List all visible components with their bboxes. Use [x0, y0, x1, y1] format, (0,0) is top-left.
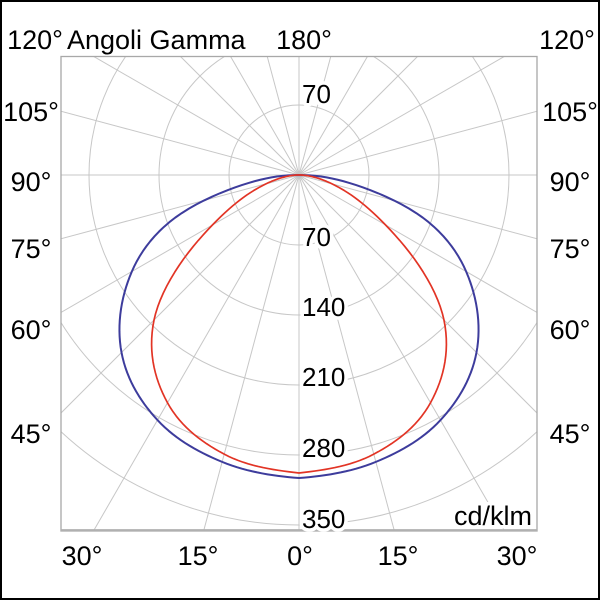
intensity-curves	[118, 174, 480, 479]
gamma-label-15-bottom-left: 15°	[178, 541, 219, 571]
grid-ray	[230, 56, 300, 176]
grid-ray	[61, 174, 300, 313]
grid-ray	[61, 110, 300, 176]
gamma-label-30-bottom-left: 30°	[62, 541, 103, 571]
gamma-label-15-bottom-right: 15°	[378, 541, 419, 571]
gamma-label-45-left: 45°	[11, 419, 52, 449]
grid-ring	[158, 56, 440, 316]
grid-ray	[266, 56, 300, 176]
gamma-label-120-top-left: 120°	[7, 25, 63, 55]
grid-ring	[61, 430, 537, 526]
curve-red	[150, 174, 448, 474]
ring-label-70-bottom: 70	[302, 222, 331, 252]
grid-ray	[298, 56, 368, 176]
gamma-label-75-right: 75°	[550, 234, 591, 264]
grid-ring	[228, 104, 370, 246]
gamma-label-90-left: 90°	[11, 167, 52, 197]
chart-title: Angoli Gamma	[67, 25, 247, 55]
gamma-label-60-right: 60°	[550, 315, 591, 345]
gamma-label-0-bottom: 0°	[287, 541, 313, 571]
gamma-label-75-left: 75°	[11, 234, 52, 264]
grid-ray	[298, 56, 506, 176]
grid-ray	[92, 56, 300, 176]
ring-label-280: 280	[302, 433, 345, 463]
gamma-label-30-bottom-right: 30°	[497, 541, 538, 571]
gamma-label-180-top: 180°	[276, 25, 332, 55]
grid-ring	[88, 56, 510, 386]
grid-ring	[61, 321, 537, 456]
gamma-label-105-right: 105°	[542, 97, 598, 127]
grid-ray	[298, 110, 537, 176]
grid-ray	[298, 56, 419, 176]
ring-label-70-top: 70	[302, 79, 331, 109]
unit-label: cd/klm	[454, 501, 532, 531]
gamma-label-120-top-right: 120°	[539, 25, 595, 55]
grid-ray	[298, 174, 537, 313]
curve-blue	[118, 174, 480, 479]
gamma-label-105-left: 105°	[3, 97, 59, 127]
gamma-label-60-left: 60°	[11, 315, 52, 345]
grid-ray	[298, 56, 332, 176]
grid-ray	[179, 56, 300, 176]
ring-label-140: 140	[302, 292, 345, 322]
gamma-label-45-right: 45°	[550, 419, 591, 449]
ring-label-210: 210	[302, 362, 345, 392]
ring-label-350: 350	[302, 504, 345, 534]
gamma-label-90-right: 90°	[550, 167, 591, 197]
